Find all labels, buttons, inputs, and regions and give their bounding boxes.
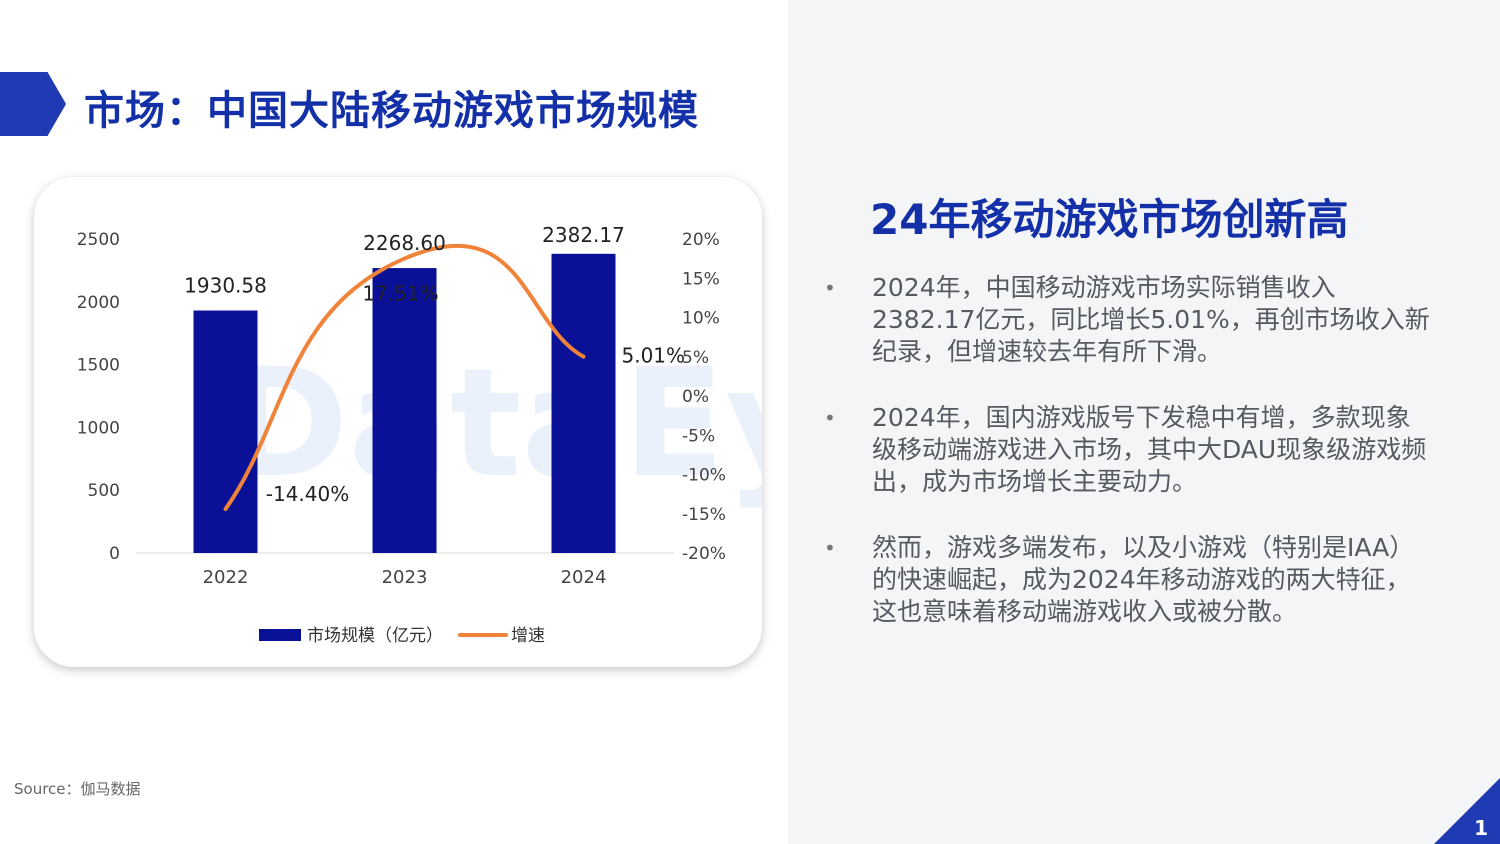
x-tick-label: 2024	[561, 567, 607, 588]
y-right-tick-label: -5%	[682, 426, 715, 446]
line-data-label: -14.40%	[266, 482, 349, 506]
y-left-tick-label: 1500	[77, 356, 120, 376]
bullet-dot-icon: •	[824, 406, 836, 430]
bullet-text: 2024年，中国移动游戏市场实际销售收入2382.17亿元，同比增长5.01%，…	[872, 273, 1430, 366]
line-data-label: 17.51%	[362, 282, 438, 306]
bullet-text: 然而，游戏多端发布，以及小游戏（特别是IAA）的快速崛起，成为2024年移动游戏…	[872, 533, 1415, 626]
source-note: Source：伽马数据	[14, 780, 141, 798]
bar	[551, 253, 616, 553]
y-right-tick-label: -20%	[682, 544, 726, 564]
y-left-tick-label: 2500	[77, 230, 120, 250]
y-left-tick-label: 2000	[77, 293, 120, 313]
bar	[193, 310, 258, 553]
bullet-dot-icon: •	[824, 276, 836, 300]
legend-line-label: 增速	[511, 626, 545, 646]
y-right-tick-label: 5%	[682, 348, 709, 368]
y-left-tick-label: 500	[88, 481, 120, 501]
bar-data-label: 1930.58	[184, 274, 267, 298]
bar	[372, 268, 437, 553]
summary-bullet-3: • 然而，游戏多端发布，以及小游戏（特别是IAA）的快速崛起，成为2024年移动…	[824, 532, 1424, 628]
legend-bar-label: 市场规模（亿元）	[307, 626, 443, 646]
y-right-tick-label: 10%	[682, 309, 720, 329]
chart-card: DataEye 1930.58 2268.60 2382.17 -14.40% 17.5…	[34, 177, 762, 667]
bar-data-label: 2268.60	[363, 231, 446, 255]
line-data-label: 5.01%	[622, 344, 686, 368]
summary-bullet-2: • 2024年，国内游戏版号下发稳中有增，多款现象级移动端游戏进入市场，其中大D…	[824, 402, 1426, 498]
right-panel	[788, 0, 1500, 844]
bar-data-label: 2382.17	[542, 223, 625, 247]
y-right-tick-label: 0%	[682, 387, 709, 407]
bullet-text: 2024年，国内游戏版号下发稳中有增，多款现象级移动端游戏进入市场，其中大DAU…	[872, 403, 1427, 496]
market-size-chart: DataEye 1930.58 2268.60 2382.17 -14.40% 17.5…	[77, 223, 762, 646]
watermark: DataEye	[224, 337, 762, 511]
y-right-tick-label: 15%	[682, 269, 720, 289]
title-accent-bar	[0, 72, 66, 136]
page-title: 市场：中国大陆移动游戏市场规模	[84, 88, 699, 134]
y-right-tick-label: -15%	[682, 505, 726, 525]
y-right-tick-label: -10%	[682, 466, 726, 486]
summary-title: 24年移动游戏市场创新高	[870, 195, 1349, 244]
summary-bullet-1: • 2024年，中国移动游戏市场实际销售收入2382.17亿元，同比增长5.01…	[824, 272, 1430, 368]
legend-bar-swatch	[259, 629, 301, 641]
x-tick-label: 2022	[203, 567, 249, 588]
growth-point	[403, 257, 406, 261]
y-left-tick-label: 0	[109, 544, 120, 564]
y-left-tick-label: 1000	[77, 418, 120, 438]
page-number: 1	[1474, 816, 1488, 840]
x-tick-label: 2023	[382, 567, 428, 588]
bullet-dot-icon: •	[824, 536, 836, 560]
y-right-tick-label: 20%	[682, 230, 720, 250]
growth-point	[224, 507, 227, 511]
growth-point	[582, 355, 585, 359]
